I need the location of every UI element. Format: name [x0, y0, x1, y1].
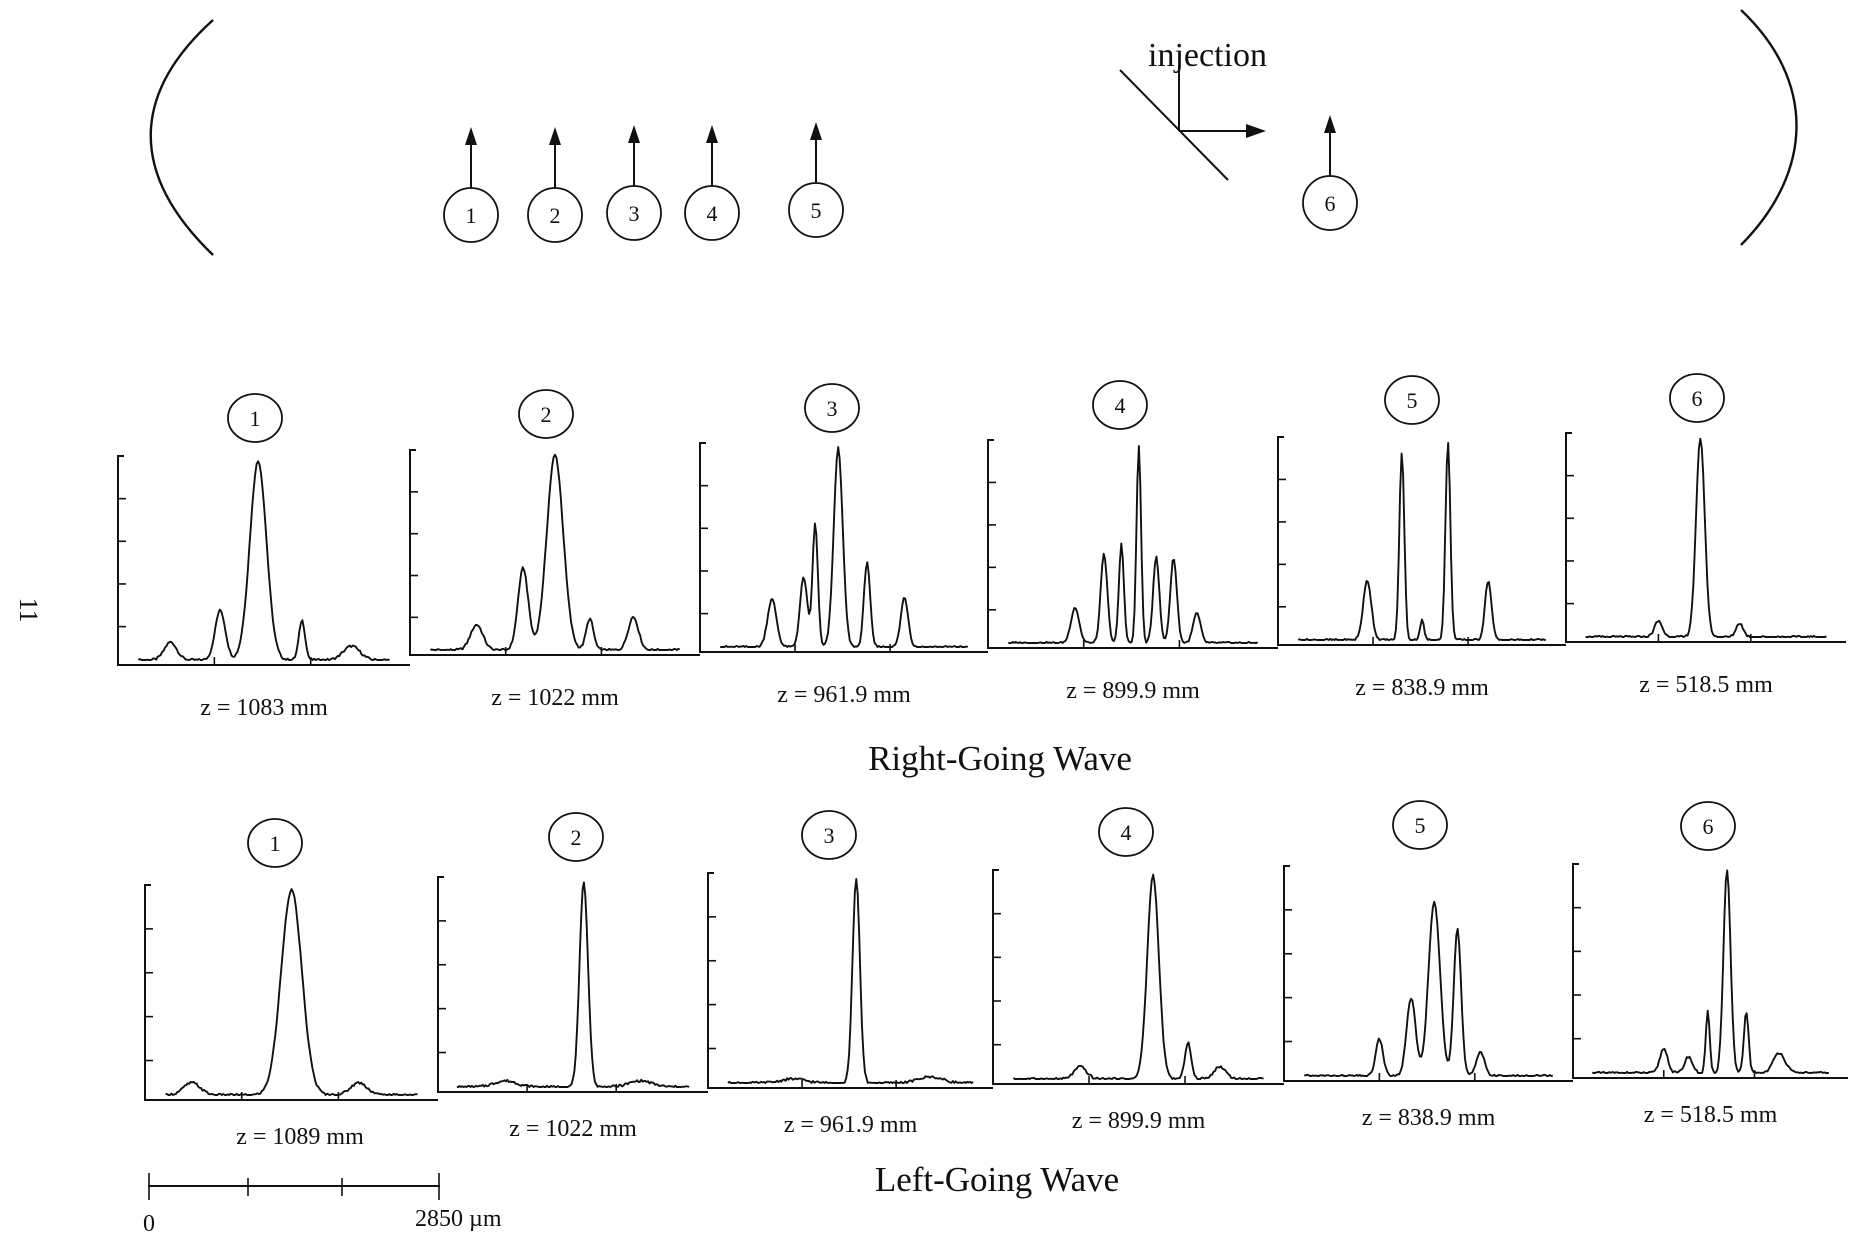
svg-text:6: 6	[1703, 814, 1714, 839]
panel-z-label: z = 838.9 mm	[1355, 675, 1489, 701]
svg-text:2: 2	[571, 825, 582, 850]
right-going-title: Right-Going Wave	[868, 739, 1132, 778]
panel-axes	[117, 455, 410, 666]
page-number: 11	[14, 597, 43, 622]
beam-profile-line	[1591, 869, 1829, 1074]
panel-axes	[409, 449, 700, 656]
probe-marker-label: 6	[1325, 191, 1336, 216]
beam-splitter: injection	[1119, 37, 1267, 181]
right-going-panel-1: 1 z = 1083 mm	[117, 393, 410, 721]
beam-profile-line	[1297, 442, 1547, 641]
right-going-panel-4: 4 z = 899.9 mm	[987, 380, 1278, 704]
right-going-panel-6: 6 z = 518.5 mm	[1565, 373, 1846, 698]
panel-marker: 3	[801, 810, 857, 860]
svg-text:2: 2	[541, 402, 552, 427]
probe-marker-1: 1	[443, 127, 499, 243]
left-going-panel-4: 4 z = 899.9 mm	[992, 807, 1284, 1134]
panel-z-label: z = 1089 mm	[236, 1124, 364, 1150]
right-mirror	[1740, 9, 1798, 246]
panel-axes	[699, 442, 988, 653]
panel-axes	[1277, 436, 1566, 646]
beam-profile-line	[165, 888, 418, 1096]
panel-marker: 6	[1680, 801, 1736, 851]
scale-start-label: 0	[143, 1211, 155, 1237]
probe-marker-label: 3	[629, 201, 640, 226]
panel-marker: 3	[804, 383, 860, 433]
beam-profile-line	[137, 460, 390, 661]
panel-z-label: z = 1022 mm	[509, 1116, 637, 1142]
probe-marker-label: 5	[811, 198, 822, 223]
panel-axes	[144, 884, 438, 1101]
panel-axes	[992, 869, 1284, 1085]
left-going-panel-5: 5 z = 838.9 mm	[1283, 800, 1573, 1131]
svg-text:1: 1	[270, 831, 281, 856]
panel-marker: 1	[247, 818, 303, 868]
right-going-panels: 1 z = 1083 mm 2 z = 1022 mm 3 z = 961.9 mm 4 z …	[117, 373, 1846, 721]
beam-profile-line	[456, 881, 690, 1088]
panel-marker: 6	[1669, 373, 1725, 423]
panel-axes	[437, 876, 708, 1093]
right-going-panel-5: 5 z = 838.9 mm	[1277, 375, 1566, 701]
panel-z-label: z = 518.5 mm	[1639, 672, 1773, 698]
panel-z-label: z = 518.5 mm	[1644, 1102, 1778, 1128]
probe-marker-2: 2	[527, 127, 583, 243]
beam-profile-line	[727, 878, 974, 1084]
svg-text:3: 3	[827, 396, 838, 421]
probe-marker-label: 2	[550, 203, 561, 228]
scale-end-label: 2850 µm	[415, 1206, 502, 1232]
panel-marker: 4	[1098, 807, 1154, 857]
panel-axes	[1572, 863, 1848, 1079]
probe-marker-5: 5	[788, 122, 844, 238]
beam-profile-line	[1585, 437, 1827, 638]
left-going-panel-6: 6 z = 518.5 mm	[1572, 801, 1848, 1128]
cavity-schematic: injection 1 2 3 4 5 6	[149, 9, 1798, 256]
panel-z-label: z = 838.9 mm	[1362, 1105, 1496, 1131]
panel-z-label: z = 961.9 mm	[777, 682, 911, 708]
svg-text:4: 4	[1121, 820, 1132, 845]
right-going-panel-2: 2 z = 1022 mm	[409, 389, 700, 711]
panel-marker: 5	[1392, 800, 1448, 850]
svg-text:1: 1	[250, 406, 261, 431]
left-going-title: Left-Going Wave	[875, 1160, 1119, 1199]
beam-profile-line	[1304, 900, 1554, 1077]
panel-marker: 5	[1384, 375, 1440, 425]
right-going-panel-3: 3 z = 961.9 mm	[699, 383, 988, 708]
panel-z-label: z = 899.9 mm	[1066, 678, 1200, 704]
svg-text:5: 5	[1415, 813, 1426, 838]
injection-label: injection	[1148, 37, 1267, 74]
probe-marker-label: 1	[466, 203, 477, 228]
svg-text:3: 3	[824, 823, 835, 848]
panel-z-label: z = 899.9 mm	[1072, 1108, 1206, 1134]
panel-axes	[1283, 865, 1573, 1082]
beam-profile-line	[720, 446, 969, 648]
probe-marker-3: 3	[606, 125, 662, 241]
panel-axes	[1565, 432, 1846, 643]
scale-bar: 0 2850 µm	[143, 1173, 502, 1237]
left-going-panel-2: 2 z = 1022 mm	[437, 812, 708, 1142]
beam-profile-line	[1012, 873, 1264, 1080]
probe-markers: 1 2 3 4 5 6	[443, 115, 1358, 243]
svg-text:4: 4	[1115, 393, 1126, 418]
beam-profile-line	[1008, 445, 1259, 644]
left-going-panel-1: 1 z = 1089 mm	[144, 818, 438, 1150]
panel-z-label: z = 1022 mm	[491, 685, 619, 711]
panel-axes	[987, 439, 1278, 649]
probe-marker-4: 4	[684, 125, 740, 241]
panel-z-label: z = 1083 mm	[200, 695, 328, 721]
panel-z-label: z = 961.9 mm	[784, 1112, 918, 1138]
left-mirror	[149, 19, 214, 256]
probe-marker-label: 4	[707, 201, 718, 226]
left-going-panels: 1 z = 1089 mm 2 z = 1022 mm 3 z = 961.9 mm 4 z …	[144, 800, 1848, 1150]
svg-text:5: 5	[1407, 388, 1418, 413]
panel-marker: 1	[227, 393, 283, 443]
panel-marker: 2	[518, 389, 574, 439]
panel-marker: 4	[1092, 380, 1148, 430]
svg-text:6: 6	[1692, 386, 1703, 411]
left-going-panel-3: 3 z = 961.9 mm	[707, 810, 993, 1138]
panel-axes	[707, 872, 993, 1089]
panel-marker: 2	[548, 812, 604, 862]
probe-marker-6: 6	[1302, 115, 1358, 231]
beam-profile-line	[429, 453, 681, 651]
